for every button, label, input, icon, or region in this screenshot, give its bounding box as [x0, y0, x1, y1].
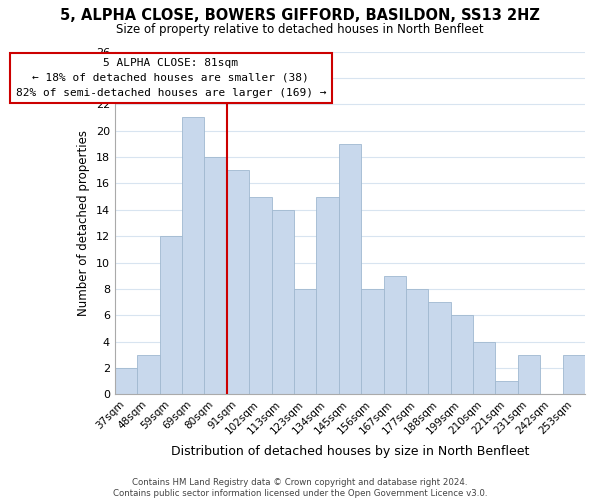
Bar	[316, 196, 339, 394]
Bar	[272, 210, 294, 394]
Bar	[428, 302, 451, 394]
Bar	[383, 276, 406, 394]
Bar	[294, 289, 316, 395]
Text: Size of property relative to detached houses in North Benfleet: Size of property relative to detached ho…	[116, 22, 484, 36]
Text: 5, ALPHA CLOSE, BOWERS GIFFORD, BASILDON, SS13 2HZ: 5, ALPHA CLOSE, BOWERS GIFFORD, BASILDON…	[60, 8, 540, 22]
X-axis label: Distribution of detached houses by size in North Benfleet: Distribution of detached houses by size …	[171, 444, 529, 458]
Text: Contains HM Land Registry data © Crown copyright and database right 2024.
Contai: Contains HM Land Registry data © Crown c…	[113, 478, 487, 498]
Bar	[406, 289, 428, 395]
Bar	[473, 342, 496, 394]
Bar	[339, 144, 361, 395]
Bar	[361, 289, 383, 395]
Text: 5 ALPHA CLOSE: 81sqm
← 18% of detached houses are smaller (38)
82% of semi-detac: 5 ALPHA CLOSE: 81sqm ← 18% of detached h…	[16, 58, 326, 98]
Bar	[249, 196, 272, 394]
Bar	[518, 355, 540, 395]
Bar	[496, 382, 518, 394]
Bar	[563, 355, 585, 395]
Bar	[182, 118, 205, 394]
Bar	[227, 170, 249, 394]
Bar	[451, 316, 473, 394]
Y-axis label: Number of detached properties: Number of detached properties	[77, 130, 90, 316]
Bar	[160, 236, 182, 394]
Bar	[205, 157, 227, 394]
Bar	[137, 355, 160, 395]
Bar	[115, 368, 137, 394]
